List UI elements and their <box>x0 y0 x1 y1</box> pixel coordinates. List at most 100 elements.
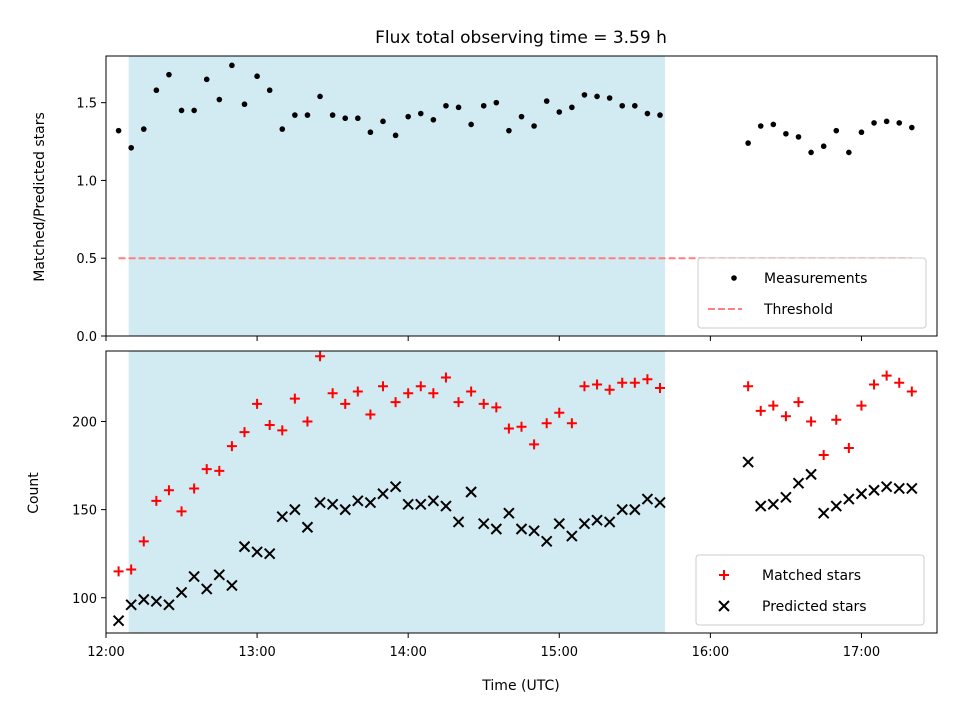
measurement-point <box>594 93 600 100</box>
x-tick-label: 16:00 <box>692 645 729 660</box>
matched-star-point <box>403 388 414 399</box>
predicted-star-point <box>553 518 565 530</box>
bottom-observing-window <box>128 351 666 633</box>
measurement-point <box>657 112 663 118</box>
measurement-point <box>216 96 223 103</box>
matched-star-point <box>529 439 540 450</box>
predicted-star-point <box>402 498 414 511</box>
top-y-tick-label: 1.5 <box>76 97 97 112</box>
bottom-axes-frame <box>105 350 938 634</box>
predicted-star-point <box>427 495 440 507</box>
predicted-star-point <box>138 593 150 606</box>
predicted-star-point <box>301 521 314 533</box>
predicted-star-point <box>805 468 817 481</box>
predicted-star-point <box>855 488 868 500</box>
x-tick-label: 14:00 <box>389 645 426 660</box>
measurement-point <box>443 102 449 109</box>
measurement-point <box>241 101 248 108</box>
legend-label: Threshold <box>763 302 833 318</box>
predicted-star-point <box>352 495 364 507</box>
top-axes-frame <box>105 55 938 337</box>
matched-star-point <box>843 442 854 453</box>
predicted-star-point <box>452 516 465 528</box>
matched-star-point <box>579 381 590 392</box>
predicted-star-point <box>755 500 767 512</box>
x-tick-label: 17:00 <box>843 645 880 660</box>
predicted-star-point <box>880 481 893 493</box>
measurement-point <box>178 107 185 114</box>
measurement-point <box>304 112 311 118</box>
matched-star-point <box>503 423 514 434</box>
matched-star-point <box>780 411 791 422</box>
matched-star-point <box>365 409 376 420</box>
x-tick-label: 15:00 <box>541 645 578 660</box>
measurement-point <box>392 132 399 139</box>
predicted-star-point <box>201 583 213 595</box>
measurement-point <box>115 127 122 134</box>
predicted-star-point <box>792 477 805 489</box>
predicted-star-point <box>528 525 540 537</box>
measurement-point <box>191 107 197 114</box>
predicted-star-point <box>830 500 842 512</box>
predicted-star-point <box>314 496 326 509</box>
predicted-star-point <box>377 488 389 500</box>
matched-star-point <box>252 398 263 409</box>
matched-star-point <box>869 379 880 390</box>
matched-star-point <box>378 381 388 392</box>
measurement-point <box>430 116 437 123</box>
x-axis-label: Time (UTC) <box>481 678 559 694</box>
matched-star-point <box>226 441 237 452</box>
matched-star-point <box>743 381 754 392</box>
measurement-point <box>556 109 563 115</box>
matched-star-point <box>277 425 288 436</box>
x-tick-label: 13:00 <box>238 645 275 660</box>
top-legend-box <box>697 257 927 329</box>
predicted-star-point <box>603 516 616 528</box>
matched-star-point <box>440 372 451 383</box>
top-y-axis-label: Matched/Predicted stars <box>32 112 48 282</box>
predicted-star-point <box>906 482 918 495</box>
matched-star-point <box>176 506 187 517</box>
measurement-point <box>468 121 474 128</box>
top-y-tick-label: 0.5 <box>76 252 97 267</box>
measurement-point <box>279 126 286 132</box>
predicted-star-point <box>389 481 402 493</box>
bottom-legend: Matched stars Predicted stars <box>695 554 925 626</box>
matched-star-point <box>856 400 867 411</box>
measurement-point <box>203 76 210 83</box>
measurement-point <box>329 112 336 118</box>
matched-star-point <box>516 421 527 432</box>
legend-marker-predicted <box>718 600 730 612</box>
measurement-point <box>846 149 852 156</box>
matched-star-point <box>239 427 250 438</box>
measurement-point <box>808 149 814 156</box>
measurement-point <box>896 120 903 126</box>
matched-star-point <box>302 416 313 427</box>
matched-star-point <box>453 397 464 408</box>
matched-star-point <box>906 386 917 397</box>
top-panel: 0.0 0.5 1.0 1.5 Measurements Threshold <box>76 55 938 345</box>
predicted-star-point <box>540 535 553 548</box>
measurement-point <box>317 93 323 100</box>
measurement-point <box>909 124 915 131</box>
legend-label: Predicted stars <box>762 599 867 615</box>
predicted-star-point <box>817 507 830 519</box>
matched-star-point <box>289 393 300 404</box>
matched-star-point <box>390 397 401 408</box>
measurement-point <box>783 130 789 137</box>
measurement-point <box>757 123 764 129</box>
matched-star-point <box>629 377 640 388</box>
predicted-star-point <box>780 491 792 503</box>
measurement-point <box>405 113 411 120</box>
bottom-y-tick-label: 200 <box>72 416 97 431</box>
predicted-star-point <box>150 595 163 607</box>
measurement-point <box>166 71 172 78</box>
measurement-point <box>883 118 890 125</box>
matched-star-point <box>768 400 779 411</box>
chart-title: Flux total observing time = 3.59 h <box>375 28 667 48</box>
predicted-star-point <box>478 518 490 530</box>
predicted-star-point <box>289 503 301 516</box>
legend-label: Measurements <box>764 271 867 287</box>
matched-star-point <box>466 386 477 397</box>
